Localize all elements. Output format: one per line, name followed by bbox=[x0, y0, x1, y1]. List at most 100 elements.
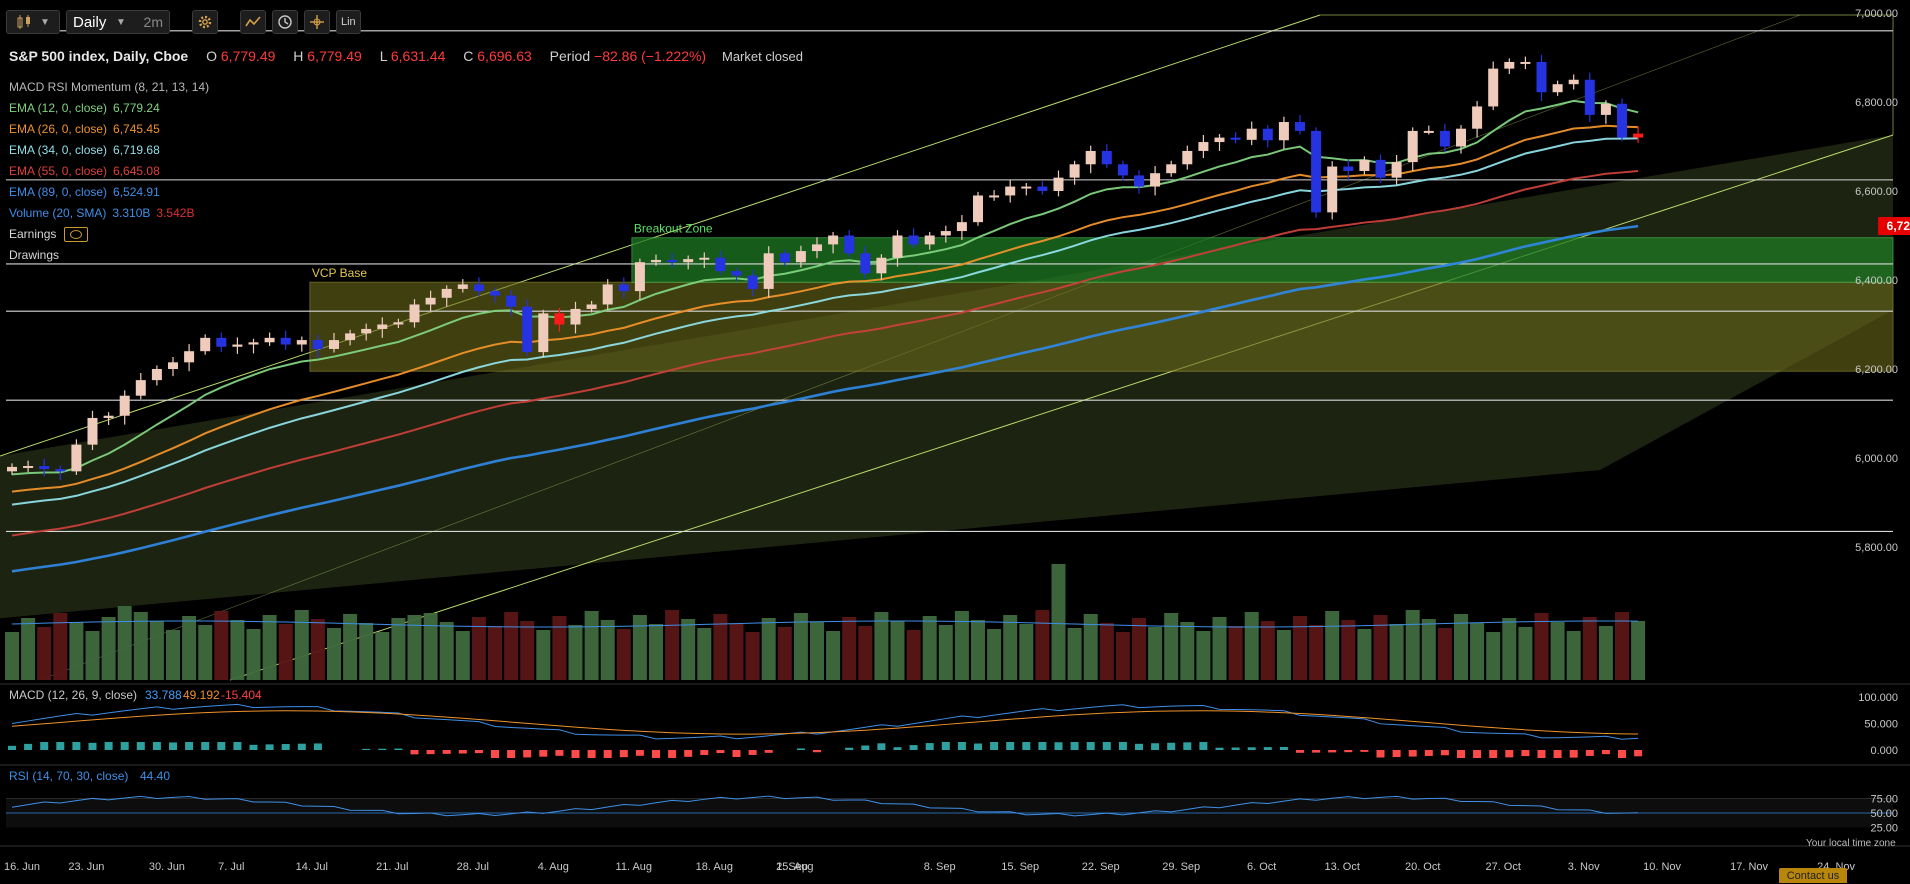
legend-item[interactable]: Drawings bbox=[9, 245, 209, 266]
macd-histogram-bar bbox=[974, 743, 982, 750]
legend-item[interactable]: MACD RSI Momentum (8, 21, 13, 14) bbox=[9, 77, 209, 98]
candle bbox=[312, 334, 323, 358]
volume-bar bbox=[1212, 617, 1227, 680]
candle-body bbox=[361, 328, 372, 334]
volume-bar bbox=[101, 617, 116, 680]
volume-bar bbox=[1631, 621, 1646, 680]
volume-bar bbox=[1582, 617, 1597, 680]
candle bbox=[135, 373, 146, 400]
candle bbox=[216, 332, 227, 353]
macd-histogram-bar bbox=[1553, 750, 1562, 758]
macd-histogram-bar bbox=[1199, 742, 1208, 750]
volume-bar bbox=[890, 621, 905, 680]
candle bbox=[1278, 116, 1289, 150]
legend-value: 6,524.91 bbox=[113, 185, 160, 199]
eye-icon[interactable] bbox=[64, 227, 89, 243]
legend-item[interactable]: EMA (12, 0, close) 6,779.24 bbox=[9, 98, 209, 119]
volume-bar bbox=[1373, 615, 1388, 680]
volume-bar bbox=[954, 611, 969, 680]
macd-histogram-bar bbox=[104, 742, 113, 750]
candle-body bbox=[1617, 103, 1627, 138]
candle-body bbox=[39, 466, 50, 470]
candle bbox=[892, 230, 903, 267]
volume-bar bbox=[166, 630, 180, 680]
time-tick-label: 4. Aug bbox=[538, 861, 569, 873]
channel-upper-line bbox=[0, 14, 1321, 457]
macd-histogram-bar bbox=[1424, 750, 1433, 756]
candle-body bbox=[55, 469, 66, 472]
candle-body bbox=[1295, 122, 1305, 131]
period-value: −82.86 (−1.222%) bbox=[594, 48, 707, 64]
candle bbox=[763, 246, 774, 298]
macd-histogram-bar bbox=[925, 743, 934, 750]
candle bbox=[87, 410, 98, 450]
time-tick-label: 18. Aug bbox=[696, 861, 733, 873]
toolbar: ▼ Daily ▼ 2m Lin bbox=[6, 9, 361, 35]
volume-bar bbox=[729, 623, 744, 680]
volume-bar bbox=[938, 625, 953, 680]
candle bbox=[1021, 182, 1032, 196]
crosshair-button[interactable] bbox=[304, 10, 330, 34]
volume-bar bbox=[327, 628, 341, 680]
candle-body bbox=[345, 333, 356, 341]
legend-item[interactable]: EMA (26, 0, close) 6,745.45 bbox=[9, 119, 209, 140]
candle bbox=[1311, 127, 1322, 218]
macd-histogram-bar bbox=[652, 750, 660, 758]
volume-bar bbox=[713, 614, 728, 680]
volume-bar bbox=[1196, 631, 1211, 680]
legend-item[interactable]: Earnings bbox=[9, 224, 209, 245]
volume-bar bbox=[665, 610, 680, 680]
candle-body bbox=[135, 380, 146, 396]
macd-histogram-bar bbox=[555, 750, 564, 756]
volume-bar bbox=[21, 618, 36, 680]
volume-bar bbox=[359, 623, 374, 680]
macd-histogram-bar bbox=[1086, 742, 1095, 750]
macd-histogram-bar bbox=[136, 742, 145, 750]
timezone-label[interactable]: Your local time zone bbox=[1806, 838, 1896, 849]
legend-item[interactable]: EMA (34, 0, close) 6,719.68 bbox=[9, 140, 209, 161]
candle-body bbox=[1375, 159, 1386, 178]
legend-item[interactable]: EMA (89, 0, close) 6,524.91 bbox=[9, 182, 209, 203]
candle-body bbox=[1134, 175, 1144, 187]
candle bbox=[490, 287, 500, 303]
macd-histogram-bar bbox=[796, 748, 805, 750]
candle-body bbox=[1182, 150, 1193, 165]
candle-body bbox=[264, 337, 275, 343]
settings-button[interactable] bbox=[192, 10, 218, 34]
interval-select[interactable]: Daily ▼ 2m bbox=[66, 10, 170, 34]
macd-value: 33.788 bbox=[145, 688, 182, 702]
macd-histogram-bar bbox=[217, 742, 226, 750]
candle bbox=[1584, 72, 1595, 123]
indicators-button[interactable] bbox=[240, 10, 266, 34]
candle-body bbox=[844, 235, 855, 254]
volume-bar bbox=[1228, 626, 1243, 680]
candle-body bbox=[1552, 84, 1563, 93]
replay-button[interactable] bbox=[272, 10, 298, 34]
candle bbox=[377, 317, 388, 338]
rsi-value: 44.40 bbox=[140, 769, 170, 783]
chart-type-button[interactable]: ▼ bbox=[6, 10, 60, 34]
candle bbox=[699, 252, 710, 268]
price-tick-label: 5,800.00 bbox=[1855, 542, 1898, 554]
volume-bar bbox=[53, 613, 68, 680]
candle-body bbox=[1488, 68, 1499, 107]
candle bbox=[570, 301, 581, 334]
legend-item[interactable]: Volume (20, SMA) 3.310B 3.542B bbox=[9, 203, 209, 224]
price-tick-label: 6,600.00 bbox=[1855, 186, 1898, 198]
candle bbox=[1327, 161, 1338, 220]
candle-body bbox=[731, 271, 742, 276]
candle-body bbox=[1198, 142, 1209, 151]
volume-bar bbox=[1309, 625, 1324, 680]
macd-tick-label: 100.000 bbox=[1858, 692, 1898, 704]
volume-bar bbox=[504, 612, 519, 680]
volume-bar bbox=[455, 631, 470, 680]
macd-histogram-bar bbox=[1440, 750, 1449, 756]
candle bbox=[1633, 126, 1644, 143]
volume-bar bbox=[1566, 631, 1581, 680]
macd-histogram-bar bbox=[72, 742, 81, 750]
scale-button[interactable]: Lin bbox=[336, 10, 361, 34]
candle-body bbox=[329, 340, 339, 349]
legend-item[interactable]: EMA (55, 0, close) 6,645.08 bbox=[9, 161, 209, 182]
contact-us-button[interactable]: Contact us bbox=[1779, 868, 1847, 883]
